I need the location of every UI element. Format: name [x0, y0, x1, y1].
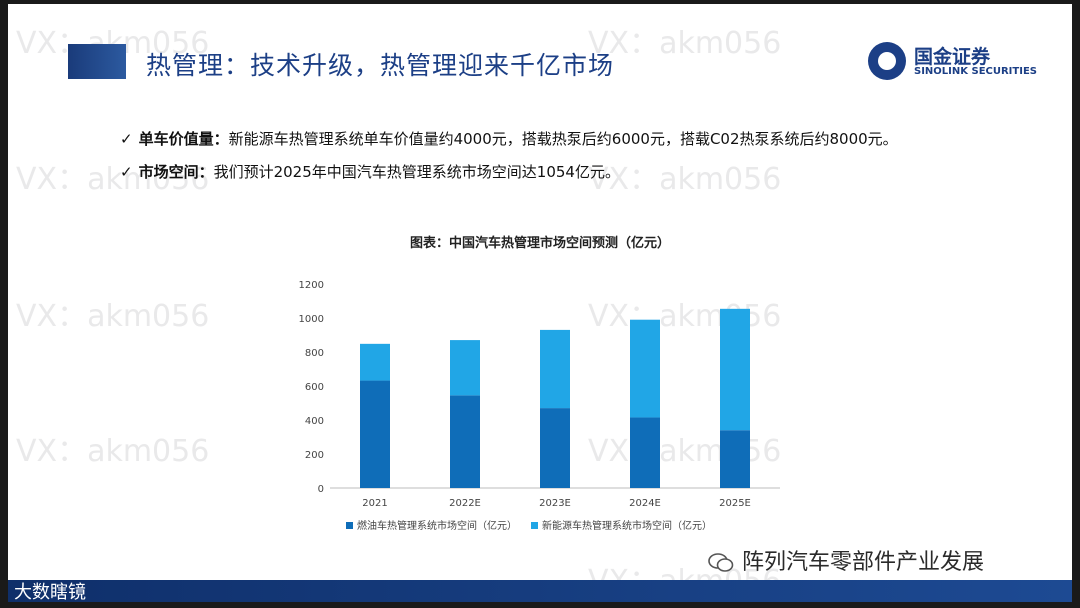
bullet-market-space: ✓ 市场空间：我们预计2025年中国汽车热管理系统市场空间达1054亿元。	[120, 161, 620, 182]
bar-segment-nev	[630, 319, 660, 418]
bullet-label: 市场空间：	[138, 163, 214, 181]
bullet-unit-value: ✓ 单车价值量：新能源车热管理系统单车价值量约4000元，搭载热泵后约6000元，…	[120, 128, 898, 149]
stacked-bar-chart: 0 200 400 600 800 1000 1200 2021 2022E 2023E 2024E…	[299, 280, 780, 532]
bullet-label: 单车价值量：	[138, 130, 229, 148]
logo-cn-text: 国金证券	[914, 46, 991, 68]
wechat-account: 阵列汽车零部件产业发展	[708, 544, 984, 576]
bar-segment-nev	[450, 340, 480, 396]
company-logo: 国金证券 SINOLINK SECURITIES	[868, 40, 1048, 84]
footer-bar	[8, 580, 1072, 602]
bar-segment-nev	[540, 329, 570, 409]
check-icon: ✓	[120, 163, 133, 181]
logo-icon	[868, 42, 906, 80]
logo-en-text: SINOLINK SECURITIES	[914, 66, 1037, 77]
bullet-text: 新能源车热管理系统单车价值量约4000元，搭载热泵后约6000元，搭载C02热泵…	[228, 130, 898, 148]
y-tick-label: 600	[305, 382, 324, 393]
bar-segment-nev	[360, 343, 390, 381]
slide: VX：akm056 VX：akm056 VX：akm056 VX：akm056 …	[8, 4, 1072, 602]
page-title: 热管理：技术升级，热管理迎来千亿市场	[146, 51, 615, 80]
bar-segment-ice	[450, 395, 480, 488]
wechat-icon	[708, 553, 734, 572]
x-tick-label: 2021	[362, 498, 387, 509]
legend-label: 燃油车热管理系统市场空间（亿元）	[357, 519, 517, 532]
y-tick-label: 0	[318, 484, 324, 495]
y-tick-label: 400	[305, 416, 324, 427]
x-tick-label: 2025E	[719, 498, 751, 509]
wechat-account-name: 阵列汽车零部件产业发展	[742, 550, 985, 575]
x-tick-label: 2023E	[539, 498, 571, 509]
y-tick-label: 200	[305, 450, 324, 461]
bar-segment-ice	[360, 380, 390, 488]
y-tick-label: 1000	[299, 314, 324, 325]
legend-swatch	[346, 522, 353, 529]
chart-title: 图表：中国汽车热管理市场空间预测（亿元）	[409, 236, 670, 251]
bar-segment-ice	[540, 408, 570, 488]
header-accent-bar	[68, 44, 126, 79]
x-tick-label: 2024E	[629, 498, 661, 509]
bar-segment-ice	[630, 417, 660, 488]
bar-segment-nev	[720, 308, 750, 431]
x-tick-label: 2022E	[449, 498, 481, 509]
bullet-text: 我们预计2025年中国汽车热管理系统市场空间达1054亿元。	[213, 163, 620, 181]
bar-segment-ice	[720, 430, 750, 488]
legend-label: 新能源车热管理系统市场空间（亿元）	[542, 519, 712, 532]
legend-swatch	[531, 522, 538, 529]
check-icon: ✓	[120, 130, 133, 148]
y-tick-label: 800	[305, 348, 324, 359]
y-tick-label: 1200	[299, 280, 324, 291]
brand-watermark: 大数瞎镜	[14, 582, 86, 602]
